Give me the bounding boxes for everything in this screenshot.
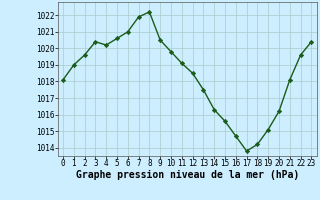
X-axis label: Graphe pression niveau de la mer (hPa): Graphe pression niveau de la mer (hPa) xyxy=(76,170,299,180)
